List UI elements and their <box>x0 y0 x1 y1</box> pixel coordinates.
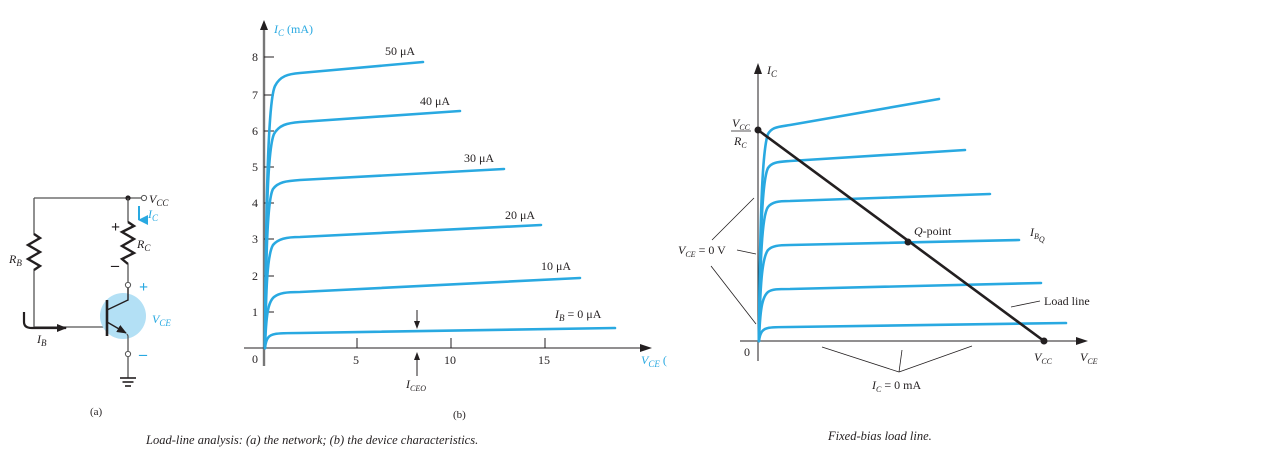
svg-text:6: 6 <box>252 124 258 138</box>
caption-right: Fixed-bias load line. <box>827 429 932 443</box>
vcc-label: VCC <box>149 192 169 208</box>
load-line-chart: IC 0 VCC RC Q-point IBQ Load line VCC VC… <box>678 63 1098 394</box>
ic0-label: IC = 0 mA <box>871 378 921 394</box>
transistor-collector <box>106 288 129 311</box>
x-axis-label: VCE <box>1080 350 1098 366</box>
svg-text:15: 15 <box>538 353 550 367</box>
vce-label: VCE <box>152 312 171 328</box>
rb-resistor <box>26 198 104 328</box>
svg-text:10: 10 <box>444 353 456 367</box>
curve-1 <box>757 97 941 343</box>
vcc-rc-numerator: VCC <box>732 116 751 132</box>
svg-text:5: 5 <box>353 353 359 367</box>
curve-30ua <box>263 167 506 350</box>
curve-5 <box>757 281 1043 343</box>
curve-label-30: 30 μA <box>464 151 494 165</box>
curve-20ua <box>263 223 543 350</box>
characteristics-chart: IC (mA) 8 7 6 5 4 3 2 1 0 5 10 15 VCE ( <box>244 20 667 421</box>
caption-left: Load-line analysis: (a) the network; (b)… <box>145 433 478 447</box>
figure-b-label: (b) <box>453 409 466 421</box>
rc-label: RC <box>136 237 151 253</box>
ib-label: IB <box>36 332 47 348</box>
ibq-label: IBQ <box>1029 225 1045 244</box>
curve-label-10: 10 μA <box>541 259 571 273</box>
q-point <box>904 238 912 246</box>
ic-label: IC <box>147 207 159 223</box>
ic0-leaders <box>821 345 973 373</box>
y-axis-label: IC (mA) <box>273 22 313 38</box>
x-axis-label: VCE ( <box>641 353 667 369</box>
y-axis-arrow-icon <box>260 20 268 30</box>
curve-ibq <box>757 238 1021 343</box>
svg-text:4: 4 <box>252 196 258 210</box>
emitter-terminal <box>124 350 132 358</box>
ground-icon <box>120 377 136 387</box>
circuit-network: VCC IC RB IB + – RC + VCE – <box>8 192 171 418</box>
ib-arrow-icon <box>22 312 67 332</box>
vcc-terminal <box>140 194 148 202</box>
load-line-leader <box>1010 300 1041 308</box>
ib-curves <box>757 97 1068 343</box>
y-axis-arrow-icon <box>754 63 762 74</box>
transistor-emitter-arrow-icon <box>106 321 127 334</box>
svg-text:1: 1 <box>252 305 258 319</box>
curve-6 <box>757 321 1068 343</box>
load-line <box>757 128 1045 343</box>
vce0-label: VCE = 0 V <box>678 243 726 259</box>
vcc-rc-denominator: RC <box>733 134 747 150</box>
y-axis-label: IC <box>766 63 778 79</box>
curve-label-20: 20 μA <box>505 208 535 222</box>
x-axis-arrow-icon <box>640 344 652 352</box>
curve-label-50: 50 μA <box>385 44 415 58</box>
saturation-point <box>754 126 762 134</box>
svg-text:0: 0 <box>252 352 258 366</box>
figure-a-label: (a) <box>90 406 103 418</box>
ib-curves <box>263 60 617 350</box>
vcc-label: VCC <box>1034 350 1053 366</box>
curve-label-0: IB = 0 μA <box>554 307 602 323</box>
rc-plus: + <box>111 219 120 236</box>
cutoff-point <box>1040 337 1048 345</box>
x-axis-arrow-icon <box>1076 337 1088 345</box>
q-point-label: Q-point <box>914 224 952 238</box>
svg-text:5: 5 <box>252 160 258 174</box>
svg-text:3: 3 <box>252 232 258 246</box>
vce-minus: – <box>138 346 148 363</box>
x-ticks: 5 10 15 <box>353 338 550 367</box>
rc-resistor <box>119 221 137 265</box>
collector-terminal <box>124 281 132 289</box>
transistor-highlight <box>100 293 146 339</box>
svg-text:8: 8 <box>252 50 258 64</box>
load-line-label: Load line <box>1044 294 1090 308</box>
vce0-leaders <box>710 197 757 325</box>
svg-text:7: 7 <box>252 88 258 102</box>
rc-minus: – <box>110 257 120 274</box>
iceo-label: ICEO <box>405 377 426 393</box>
rb-label: RB <box>8 252 22 268</box>
svg-text:2: 2 <box>252 269 258 283</box>
curve-50ua <box>263 60 425 350</box>
origin-label: 0 <box>744 345 750 359</box>
curve-label-40: 40 μA <box>420 94 450 108</box>
curve-0ua <box>263 326 617 350</box>
curve-10ua <box>263 276 582 350</box>
vce-plus: + <box>139 279 148 296</box>
